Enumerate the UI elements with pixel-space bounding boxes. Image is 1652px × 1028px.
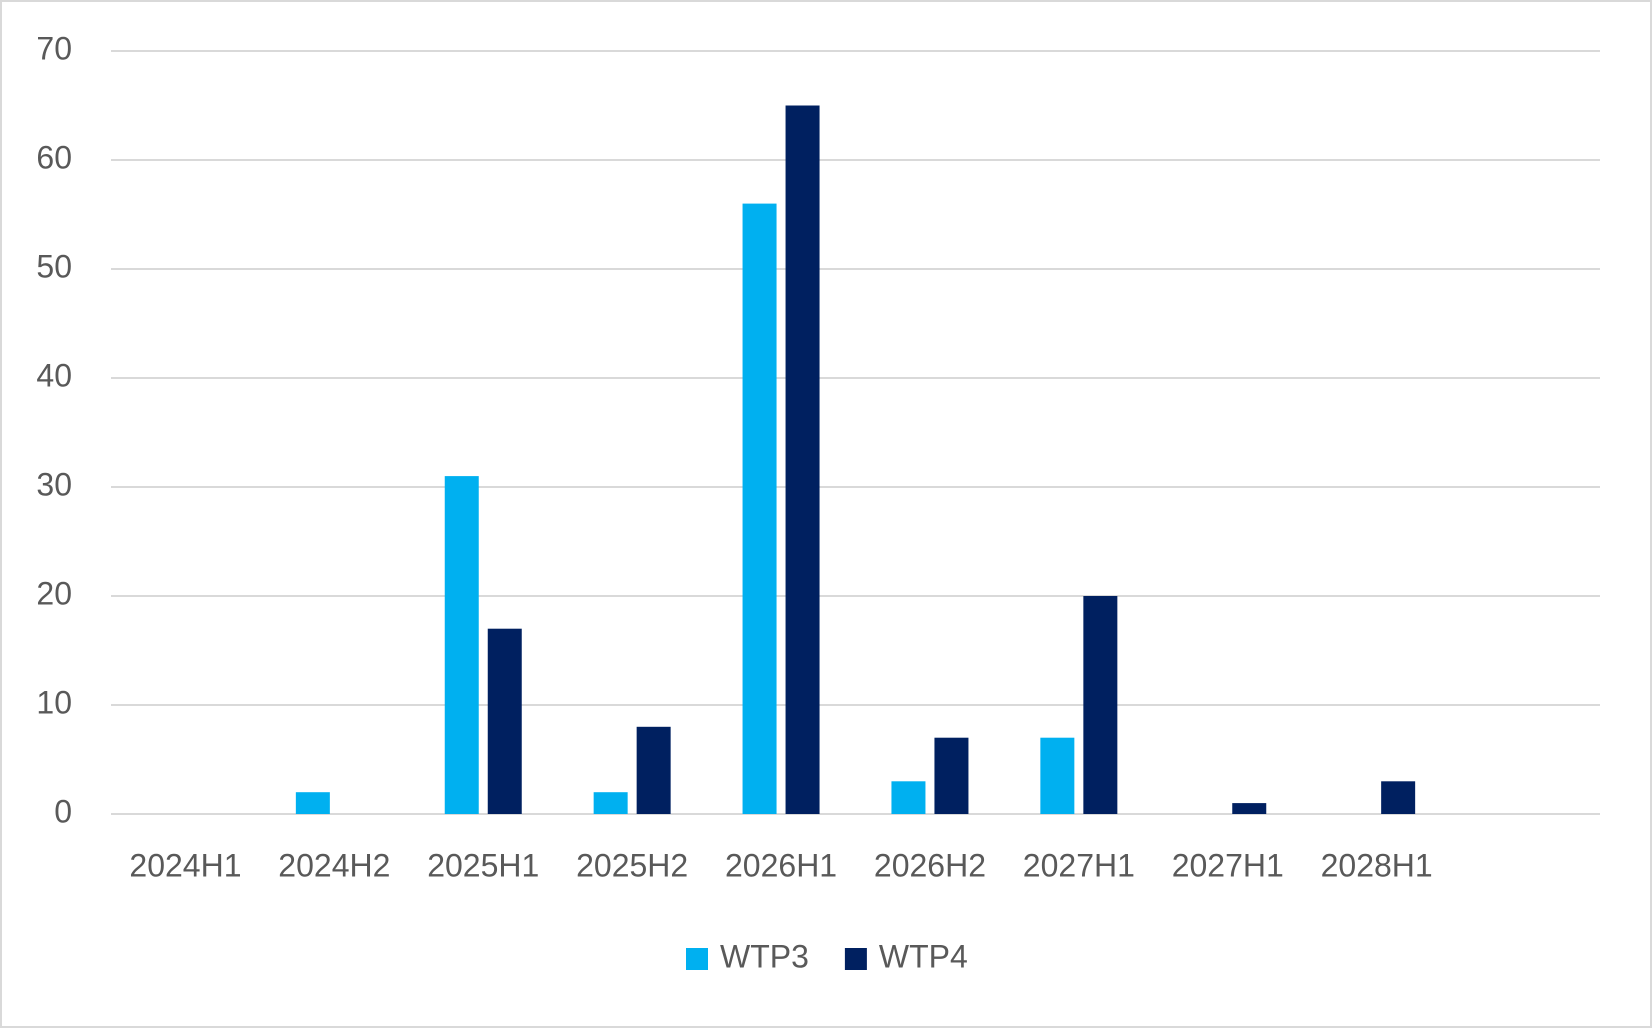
- bar: [1083, 596, 1118, 814]
- y-tick-label: 50: [36, 248, 72, 284]
- legend-swatch: [844, 948, 867, 970]
- x-tick-label: 2026H1: [725, 847, 837, 883]
- bar: [1040, 737, 1075, 814]
- x-tick-label: 2027H1: [1172, 847, 1284, 883]
- y-tick-label: 10: [36, 684, 72, 720]
- legend-label: WTP4: [879, 938, 968, 974]
- bar: [934, 737, 969, 814]
- legend-label: WTP3: [720, 938, 809, 974]
- y-tick-label: 0: [54, 793, 72, 829]
- bar: [742, 203, 777, 815]
- bar: [593, 792, 628, 814]
- bar: [785, 105, 820, 814]
- bar: [1232, 803, 1267, 814]
- y-tick-label: 30: [36, 466, 72, 502]
- bar: [891, 781, 926, 814]
- x-tick-label: 2027H1: [1023, 847, 1135, 883]
- x-tick-label: 2028H1: [1321, 847, 1433, 883]
- x-tick-label: 2026H2: [874, 847, 986, 883]
- bar: [487, 628, 522, 814]
- legend-swatch: [686, 948, 708, 970]
- bar: [444, 476, 479, 814]
- y-tick-label: 70: [36, 30, 72, 66]
- y-tick-label: 40: [36, 357, 72, 393]
- x-tick-label: 2024H2: [278, 847, 390, 883]
- y-tick-label: 60: [36, 139, 72, 175]
- x-tick-label: 2025H2: [576, 847, 688, 883]
- bar: [636, 726, 671, 814]
- x-tick-label: 2024H1: [129, 847, 241, 883]
- y-tick-label: 20: [36, 575, 72, 611]
- bar: [295, 792, 330, 814]
- x-tick-label: 2025H1: [427, 847, 539, 883]
- bar: [1381, 781, 1416, 814]
